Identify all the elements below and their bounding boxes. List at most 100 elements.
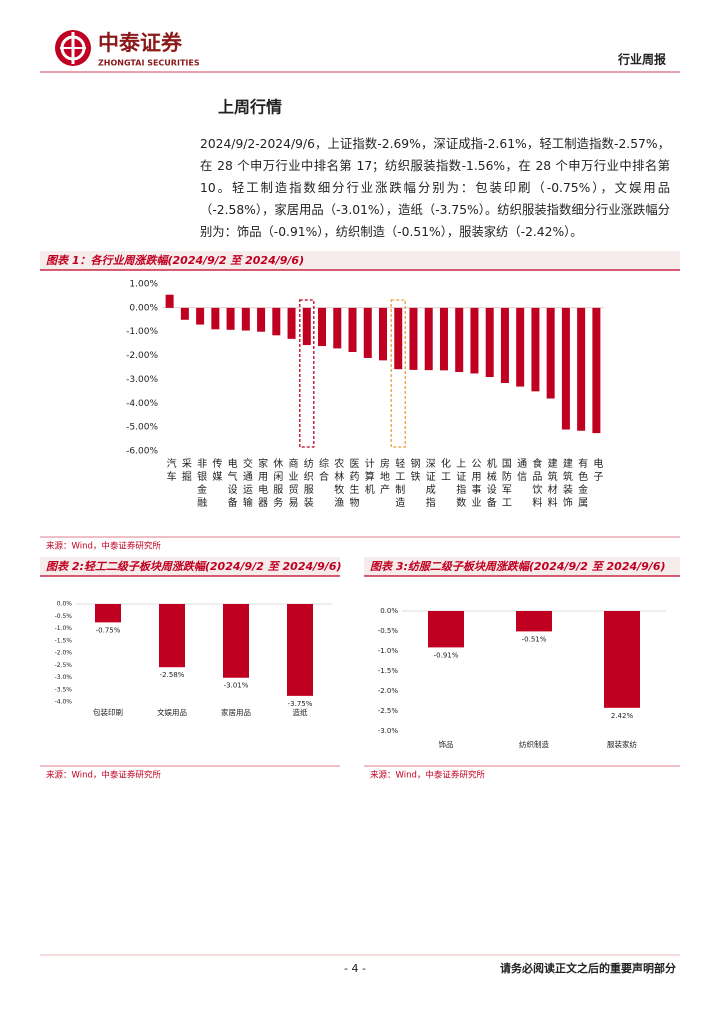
value-label: -0.51%: [522, 635, 547, 643]
x-tick-label: 公用事业: [469, 458, 481, 510]
chart-title: 图表 2:轻工二级子板块周涨跌幅(2024/9/2 至 2024/9/6): [46, 560, 342, 573]
x-tick-label: 家居用品: [221, 707, 251, 717]
x-tick-label: 包装印刷: [93, 707, 123, 717]
x-tick-label: 综合: [317, 457, 329, 484]
x-tick-label: 医药生物: [347, 458, 359, 510]
x-tick-label: 计算机: [362, 457, 374, 497]
disclaimer: 请务必阅读正文之后的重要声明部分: [500, 961, 676, 975]
y-tick-label: -1.5%: [378, 667, 399, 675]
x-tick-label: 造纸: [293, 707, 308, 717]
report-type: 行业周报: [617, 52, 666, 67]
x-tick-label: 钢铁: [408, 457, 420, 484]
x-tick-label: 服装家纺: [607, 739, 637, 749]
y-tick-label: -5.00%: [126, 423, 158, 433]
bar: [180, 307, 189, 320]
bar: [226, 307, 235, 330]
bar: [159, 604, 185, 668]
x-tick-label: 农林牧渔: [332, 457, 344, 510]
x-tick-label: 采掘: [179, 458, 191, 484]
bar: [287, 307, 296, 339]
x-tick-label: 通信: [515, 458, 527, 484]
y-tick-label: -3.0%: [55, 674, 73, 681]
x-tick-label: 建筑材料: [545, 457, 557, 510]
y-tick-label: 0.0%: [57, 601, 73, 608]
chart-title-bg: [40, 557, 340, 576]
y-tick-label: 0.0%: [380, 607, 398, 615]
chart-title-bg: [364, 557, 680, 576]
bar: [439, 307, 448, 371]
bar: [409, 307, 418, 370]
bar: [165, 294, 174, 308]
bar: [394, 307, 403, 370]
bar: [302, 307, 311, 346]
bar: [424, 307, 433, 371]
bar: [363, 307, 372, 358]
x-tick-label: 交通运输: [240, 457, 252, 510]
x-tick-label: 非银金融: [195, 458, 207, 510]
bar: [95, 604, 121, 623]
x-tick-label: 建筑装饰: [560, 457, 572, 510]
x-tick-label: 国防军工: [499, 458, 511, 510]
bar: [272, 307, 281, 336]
bar: [531, 307, 540, 392]
bar: [428, 611, 464, 648]
x-tick-label: 电气设备: [225, 457, 237, 510]
bar: [348, 307, 357, 352]
bar: [485, 307, 494, 378]
y-tick-label: -2.0%: [55, 650, 73, 657]
bar: [287, 604, 313, 696]
x-tick-label: 房地产: [378, 457, 390, 497]
x-tick-label: 汽车: [164, 457, 176, 484]
section-title: 上周行情: [218, 98, 282, 117]
y-tick-label: -1.00%: [126, 327, 158, 337]
x-tick-label: 文娱用品: [157, 707, 187, 717]
chart-title: 图表 1：各行业周涨跌幅(2024/9/2 至 2024/9/6): [46, 254, 304, 267]
x-tick-label: 机械设备: [484, 457, 496, 510]
value-label: -3.01%: [224, 682, 249, 690]
bar: [318, 307, 327, 347]
bar: [577, 307, 586, 431]
y-tick-label: -2.00%: [126, 351, 158, 361]
chart-title-bg: [40, 251, 680, 270]
x-tick-label: 有色金属: [576, 457, 588, 510]
y-tick-label: -1.0%: [378, 647, 399, 655]
company-name-en: ZHONGTAI SECURITIES: [98, 59, 200, 68]
highlight-box: [299, 299, 315, 448]
bar: [241, 307, 250, 331]
chart-source: 来源：Wind，中泰证券研究所: [46, 541, 161, 552]
bar: [211, 307, 220, 330]
chart-source: 来源：Wind，中泰证券研究所: [370, 770, 485, 781]
value-label: -0.91%: [434, 651, 459, 659]
y-tick-label: -0.5%: [378, 627, 399, 635]
y-tick-label: -1.5%: [55, 637, 73, 644]
x-tick-label: 纺织服装: [301, 457, 313, 510]
company-name: 中泰证券: [98, 31, 183, 55]
x-tick-label: 休闲服务: [271, 458, 283, 510]
bar: [470, 307, 479, 374]
bar: [500, 307, 509, 384]
x-tick-label: 电子: [591, 457, 603, 484]
x-tick-label: 传媒: [210, 458, 222, 484]
x-tick-label: 食品饮料: [530, 457, 542, 510]
value-label: -0.75%: [96, 626, 121, 634]
bar: [196, 307, 205, 325]
x-tick-label: 饰品: [439, 739, 454, 749]
y-tick-label: -0.5%: [55, 613, 73, 620]
bar: [561, 307, 570, 430]
x-tick-label: 纺织制造: [519, 739, 549, 749]
x-tick-label: 深证成指: [423, 458, 435, 510]
page-number: - 4 -: [344, 962, 366, 975]
bar: [516, 307, 525, 387]
bar: [604, 611, 640, 708]
y-tick-label: -4.00%: [126, 399, 158, 409]
y-tick-label: -4.0%: [55, 699, 73, 706]
y-tick-label: -1.0%: [55, 625, 73, 632]
highlight-box: [390, 299, 406, 448]
chart-title: 图表 3:纺服二级子板块周涨跌幅(2024/9/2 至 2024/9/6): [370, 560, 666, 573]
bar: [379, 307, 387, 361]
y-tick-label: 0.00%: [129, 303, 158, 313]
y-tick-label: -3.5%: [55, 686, 73, 693]
y-tick-label: -6.00%: [126, 447, 158, 457]
